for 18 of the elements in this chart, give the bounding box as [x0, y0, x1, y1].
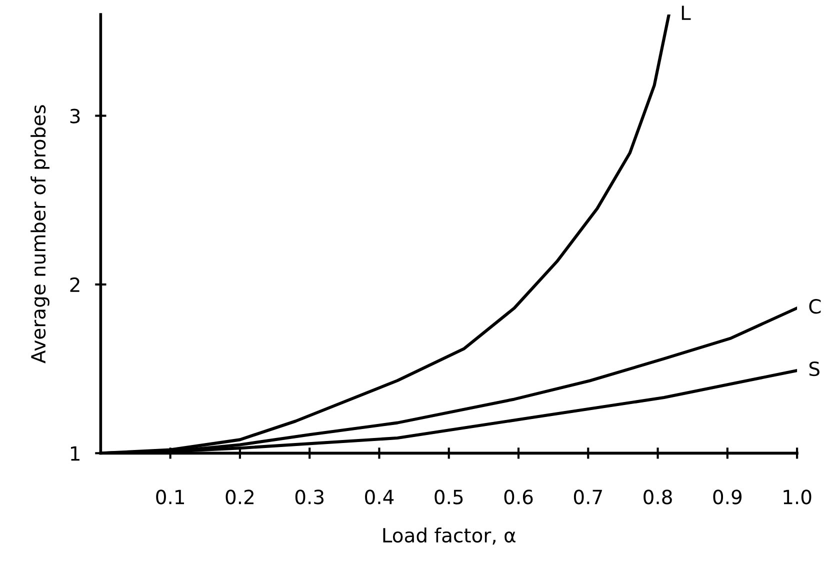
y-tick-label: 3	[70, 108, 80, 124]
x-tick-label: 0.8	[644, 490, 672, 504]
x-tick-label: 0.1	[156, 490, 184, 504]
x-tick-label: 0.5	[434, 490, 463, 504]
x-tick-label: 0.9	[713, 490, 742, 504]
x-tick-label: 0.3	[295, 490, 324, 504]
y-tick-label: 2	[70, 277, 80, 292]
y-axis-title: Average number of probes	[30, 105, 50, 364]
series-label: L	[682, 6, 691, 20]
series-label: S	[809, 361, 820, 376]
series-label: C	[809, 299, 821, 314]
x-tick-label: 0.4	[365, 490, 394, 504]
x-tick-label: 0.6	[504, 490, 533, 504]
x-axis-title: Load factor, α	[383, 528, 516, 545]
x-tick-label: 0.7	[574, 490, 602, 504]
x-tick-label: 0.2	[226, 490, 254, 504]
y-tick-label: 1	[71, 446, 80, 461]
x-tick-label: 1.0	[784, 490, 812, 504]
